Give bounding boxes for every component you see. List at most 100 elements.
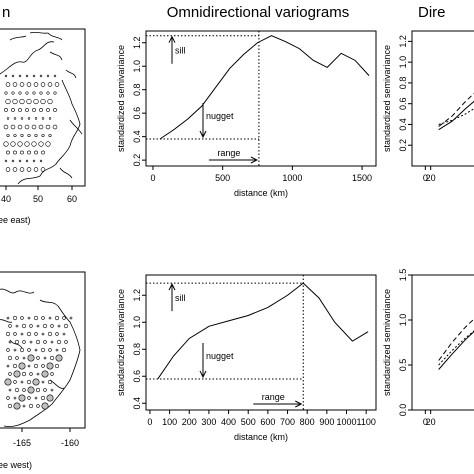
series-line-3 — [438, 108, 474, 125]
map-station-dot — [20, 332, 24, 336]
map-station-dot — [4, 74, 8, 78]
map-station-dot — [33, 315, 39, 321]
map-station-dot — [17, 141, 23, 147]
map-station-dot — [40, 98, 46, 105]
map-station-dot — [35, 339, 41, 345]
map-station-dot — [4, 91, 8, 95]
map-bottom-ticklabel-165: -165 — [13, 438, 31, 448]
map-top-xlabel: ee east) — [0, 215, 31, 225]
map-station-dot — [18, 91, 22, 95]
map-station-dot — [54, 363, 60, 369]
map-station-dot — [34, 133, 38, 138]
map-station-dot — [45, 124, 51, 130]
y-tick-label: 0.4 — [132, 397, 142, 410]
x-tick-label: 20 — [426, 417, 436, 427]
map-station-dot — [41, 332, 45, 336]
series-line-2 — [438, 92, 474, 127]
map-station-dot — [17, 124, 23, 130]
y-tick-label: 1.0 — [132, 60, 142, 73]
map-station-dot — [14, 339, 20, 345]
map-station-dot — [33, 82, 39, 87]
map-station-dot — [18, 362, 26, 370]
series-line-3 — [438, 330, 474, 366]
map-station-dot — [41, 402, 49, 410]
map-station-dot — [6, 396, 10, 400]
map-station-dot — [19, 347, 25, 353]
map-bottom-xlabel: ee west) — [0, 460, 32, 470]
x-tick-label: 1500 — [352, 173, 372, 183]
map-station-dot — [11, 74, 15, 78]
y-tick-label: 1.0 — [398, 56, 408, 69]
map-station-dot — [12, 98, 18, 105]
x-tick-label: 700 — [280, 417, 295, 427]
map-station-dot — [61, 347, 67, 353]
map-station-dot — [32, 74, 36, 78]
map-station-dot — [27, 348, 31, 352]
map-station-dot — [5, 82, 11, 87]
plot-frame — [145, 274, 377, 411]
map-station-dot — [29, 340, 33, 344]
map-station-dot — [13, 370, 21, 378]
coastline-top — [0, 31, 83, 185]
map-station-dot — [41, 380, 45, 384]
x-tick-label: 400 — [221, 417, 236, 427]
map-station-dot — [40, 82, 46, 87]
map-station-dot — [50, 340, 54, 344]
map-station-dot — [27, 133, 31, 138]
chart-directional-bottom: 0.0 0.5 1.0 1.5 020 standardized semivariance — [382, 269, 474, 427]
map-station-dot — [11, 159, 15, 163]
map-station-dot — [45, 141, 51, 147]
map-station-dot — [5, 331, 11, 337]
map-station-dot — [40, 347, 46, 353]
range-label: range — [217, 148, 240, 158]
map-station-dot — [15, 356, 19, 360]
map-station-dot — [40, 167, 46, 172]
map-station-dot — [53, 108, 57, 112]
map-station-dot — [27, 364, 31, 368]
map-station-dot — [11, 91, 15, 95]
right-title: Dire — [418, 4, 446, 21]
chart-omnidirectional-top: 0.2 0.4 0.6 0.8 1.0 1.2 0 500 1000 1500 standardiz… — [116, 30, 377, 198]
y-tick-label: 0.4 — [398, 118, 408, 131]
map-station-dot — [43, 340, 47, 344]
chart-directional-top: 0.2 0.4 0.6 0.8 1.0 1.2 020 standardized semiva… — [382, 30, 474, 183]
x-axis-label: distance (km) — [234, 432, 288, 442]
map-station-dot — [7, 355, 13, 361]
map-station-dot — [64, 340, 68, 344]
map-station-dot — [41, 316, 45, 320]
map-station-dot — [50, 388, 54, 392]
series-line-1 — [438, 100, 474, 131]
map-station-dot — [27, 117, 31, 120]
map-station-dot — [46, 362, 54, 370]
map-station-dot — [20, 316, 24, 320]
y-tick-label: 1.5 — [398, 269, 408, 282]
map-top-ticklabel-60: 60 — [67, 194, 77, 204]
map-station-dot — [32, 108, 36, 112]
map-station-dot — [41, 150, 45, 155]
x-tick-label: 1100 — [356, 417, 375, 427]
map-station-dot — [34, 150, 38, 155]
map-station-dot — [55, 354, 63, 362]
chart-panels: 0.20.40.60.81.01.20 500 1000 1500standardiz… — [116, 30, 474, 442]
map-station-dot — [20, 133, 24, 138]
map-station-dot — [19, 98, 25, 105]
map-station-dot — [24, 124, 30, 130]
map-station-dot — [48, 117, 52, 120]
map-station-dot — [39, 108, 43, 112]
map-station-dot — [33, 98, 39, 105]
map-station-dot — [41, 133, 45, 138]
map-top-ticklabel-40: 40 — [1, 194, 11, 204]
map-station-dot — [36, 372, 40, 376]
map-station-dot — [53, 91, 57, 95]
map-station-dot — [27, 386, 35, 394]
nugget-label: nugget — [206, 351, 234, 361]
variogram-line — [157, 282, 369, 380]
map-station-dot — [4, 108, 8, 112]
map-station-dot — [27, 150, 31, 155]
variogram-line — [159, 35, 370, 140]
map-station-dot — [26, 167, 32, 172]
map-dots-bottom — [4, 315, 73, 410]
map-station-dot — [8, 340, 12, 344]
y-axis-label: standardized semivariance — [382, 45, 392, 152]
map-station-dot — [54, 315, 60, 321]
